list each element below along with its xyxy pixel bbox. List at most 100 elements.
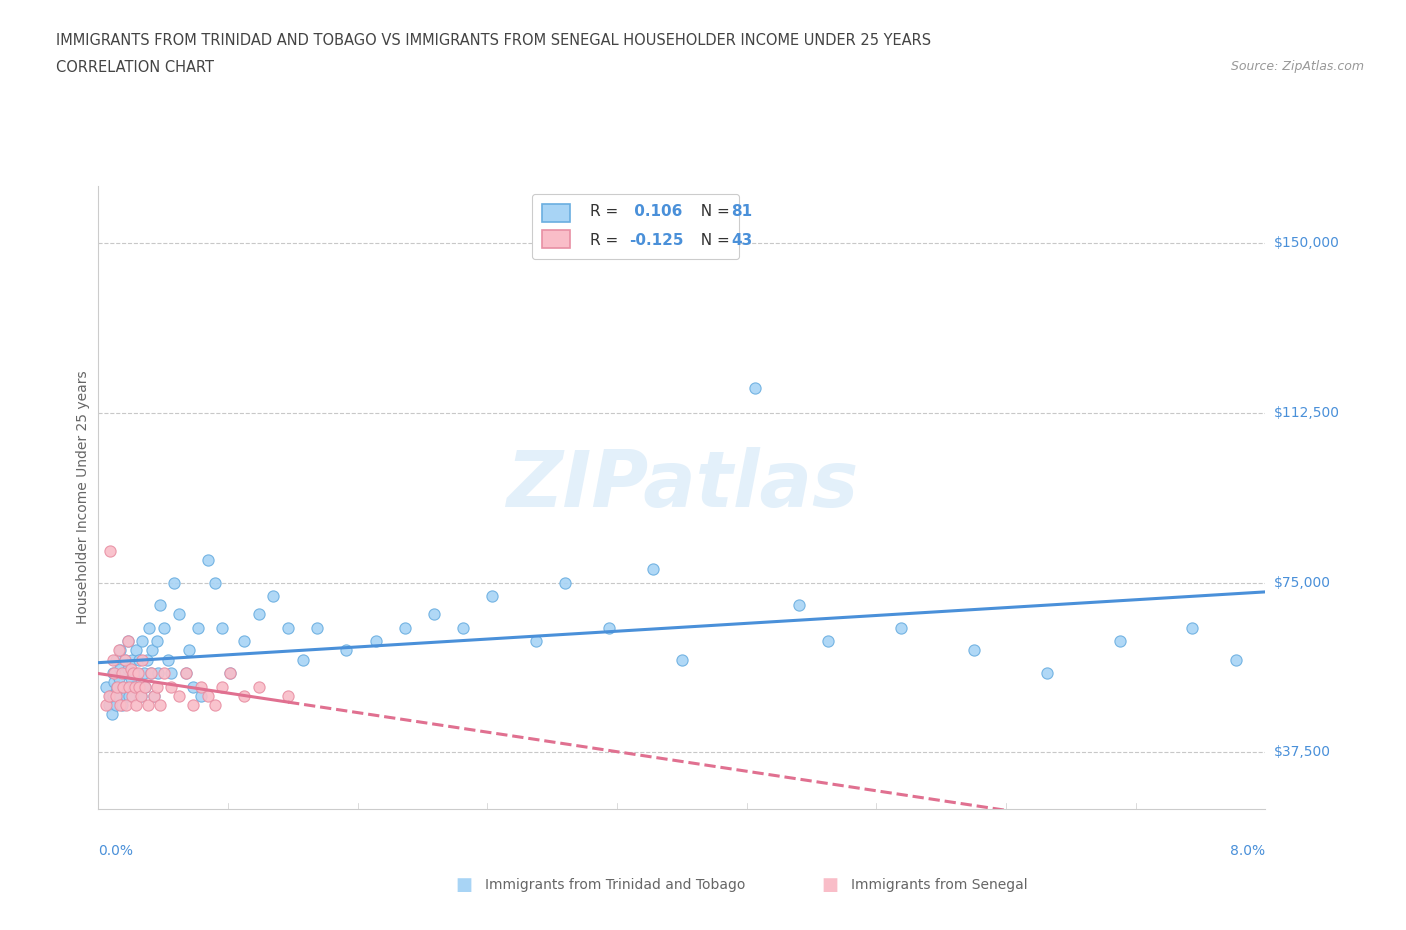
Text: 8.0%: 8.0% — [1230, 844, 1265, 858]
Point — [218, 666, 240, 681]
Point — [94, 679, 117, 694]
Point — [110, 643, 132, 658]
Point — [598, 620, 620, 635]
Point — [135, 652, 157, 667]
Point — [291, 652, 314, 667]
Point — [124, 666, 146, 681]
Point — [103, 675, 125, 690]
Point — [167, 688, 190, 703]
Point — [1035, 666, 1057, 681]
Point — [103, 666, 125, 681]
Point — [247, 606, 270, 621]
Point — [132, 666, 155, 681]
Point — [134, 679, 156, 694]
Text: 43: 43 — [731, 233, 752, 248]
Point — [98, 688, 121, 703]
Point — [163, 575, 186, 590]
Point — [211, 620, 233, 635]
Point — [181, 698, 204, 712]
Point — [554, 575, 576, 590]
Point — [110, 661, 132, 676]
Text: N =: N = — [690, 205, 734, 219]
Point — [105, 679, 128, 694]
Point — [394, 620, 416, 635]
Point — [97, 688, 120, 703]
Text: ■: ■ — [821, 876, 838, 895]
Point — [190, 688, 212, 703]
Point — [129, 688, 152, 703]
Point — [105, 679, 128, 694]
Point — [114, 652, 136, 667]
Point — [110, 698, 132, 712]
Point — [157, 652, 180, 667]
Point — [108, 643, 131, 658]
Point — [108, 688, 131, 703]
Point — [1225, 652, 1247, 667]
Point — [112, 679, 135, 694]
Point — [138, 620, 160, 635]
Point — [117, 634, 139, 649]
Point — [139, 666, 162, 681]
Legend:                               ,                               : , — [531, 193, 740, 259]
Point — [111, 666, 134, 681]
Point — [142, 688, 165, 703]
Point — [890, 620, 912, 635]
Text: $112,500: $112,500 — [1274, 405, 1340, 419]
Point — [104, 698, 127, 712]
Point — [174, 666, 197, 681]
Point — [115, 688, 138, 703]
Point — [1108, 634, 1130, 649]
Point — [117, 661, 139, 676]
Point — [118, 679, 141, 694]
Point — [204, 698, 226, 712]
Text: Source: ZipAtlas.com: Source: ZipAtlas.com — [1230, 60, 1364, 73]
Point — [129, 688, 152, 703]
Point — [167, 606, 190, 621]
Point — [451, 620, 474, 635]
Point — [149, 698, 172, 712]
Point — [817, 634, 839, 649]
Text: 81: 81 — [731, 205, 752, 219]
Point — [423, 606, 446, 621]
Point — [153, 620, 176, 635]
Point — [104, 688, 127, 703]
Point — [124, 679, 146, 694]
Text: R =: R = — [589, 233, 623, 248]
Text: ZIPatlas: ZIPatlas — [506, 447, 858, 523]
Point — [197, 688, 219, 703]
Point — [277, 688, 299, 703]
Point — [120, 661, 142, 676]
Point — [160, 679, 183, 694]
Point — [181, 679, 204, 694]
Point — [481, 589, 503, 604]
Point — [115, 698, 138, 712]
Point — [247, 679, 270, 694]
Point — [121, 688, 143, 703]
Point — [128, 679, 150, 694]
Point — [139, 666, 162, 681]
Point — [125, 643, 148, 658]
Point — [148, 666, 170, 681]
Point — [121, 652, 143, 667]
Point — [127, 666, 149, 681]
Point — [142, 688, 165, 703]
Point — [335, 643, 357, 658]
Point — [197, 552, 219, 567]
Point — [111, 698, 134, 712]
Point — [127, 679, 149, 694]
Text: $75,000: $75,000 — [1274, 576, 1330, 590]
Text: ■: ■ — [456, 876, 472, 895]
Point — [134, 679, 156, 694]
Point — [122, 679, 145, 694]
Text: IMMIGRANTS FROM TRINIDAD AND TOBAGO VS IMMIGRANTS FROM SENEGAL HOUSEHOLDER INCOM: IMMIGRANTS FROM TRINIDAD AND TOBAGO VS I… — [56, 33, 931, 47]
Point — [146, 679, 169, 694]
Point — [97, 698, 120, 712]
Point — [114, 652, 136, 667]
Point — [149, 598, 172, 613]
Text: Immigrants from Senegal: Immigrants from Senegal — [851, 878, 1028, 893]
Point — [104, 652, 127, 667]
Point — [962, 643, 984, 658]
Point — [218, 666, 240, 681]
Point — [277, 620, 299, 635]
Point — [187, 620, 209, 635]
